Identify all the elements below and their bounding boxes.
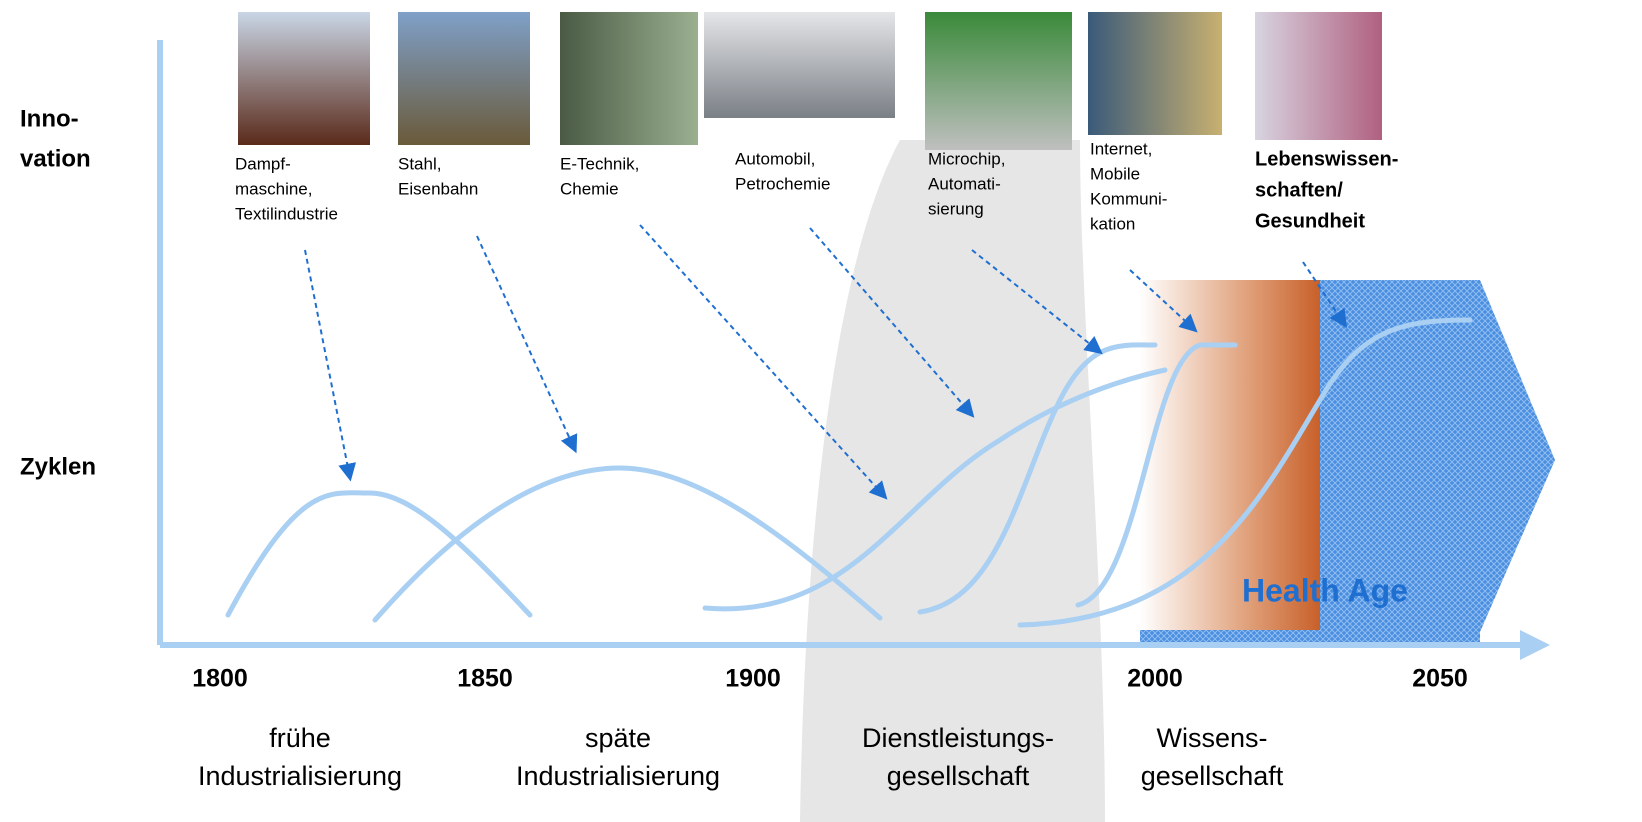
innovation-label: sierung bbox=[928, 199, 984, 218]
image bbox=[560, 12, 698, 145]
diagram: Inno- vation Zyklen Dampf-maschine, Texti… bbox=[0, 0, 1642, 822]
innovation-labels: Dampf-maschine, Textilindustrie Stahl, Eise… bbox=[235, 139, 1398, 233]
era-label: Wissens- bbox=[1156, 723, 1267, 753]
innovation-label: Automati- bbox=[928, 174, 1001, 193]
innovation-label: Automobil, bbox=[735, 149, 815, 168]
innovation-label: Dampf- bbox=[235, 154, 291, 173]
innovation-label: Mobile bbox=[1090, 164, 1140, 183]
era-label: gesellschaft bbox=[1141, 761, 1284, 791]
innovation-label: Petrochemie bbox=[735, 174, 830, 193]
pointer-arrow bbox=[477, 236, 575, 450]
image bbox=[704, 12, 895, 118]
image bbox=[925, 12, 1072, 150]
innovation-label: kation bbox=[1090, 214, 1135, 233]
innovation-label: Textilindustrie bbox=[235, 204, 338, 223]
cycle-curve bbox=[228, 493, 530, 615]
era-label: späte bbox=[585, 723, 651, 753]
image bbox=[398, 12, 530, 145]
innovation-label: Lebenswissen- bbox=[1255, 148, 1398, 170]
year-label: 2000 bbox=[1127, 665, 1183, 693]
era-label: Industrialisierung bbox=[198, 761, 402, 791]
axis-label: vation bbox=[20, 145, 91, 172]
innovation-label: E-Technik, bbox=[560, 154, 639, 173]
era-labels: frühe Industrialisierung späte Industrialis… bbox=[198, 723, 1284, 791]
innovation-label: Stahl, bbox=[398, 154, 441, 173]
era-label: gesellschaft bbox=[887, 761, 1030, 791]
health-strip bbox=[1140, 630, 1480, 642]
image bbox=[238, 12, 370, 145]
image bbox=[1088, 12, 1222, 135]
highlight-label: Health Age bbox=[1242, 572, 1408, 608]
pointer-arrow bbox=[305, 250, 350, 478]
innovation-label: Chemie bbox=[560, 179, 619, 198]
year-label: 1850 bbox=[457, 665, 513, 693]
x-axis-arrow bbox=[1520, 630, 1550, 660]
innovation-label: Internet, bbox=[1090, 139, 1152, 158]
innovation-label: Microchip, bbox=[928, 149, 1005, 168]
innovation-label: Kommuni- bbox=[1090, 189, 1167, 208]
year-label: 1800 bbox=[192, 665, 248, 693]
innovation-label: maschine, bbox=[235, 179, 312, 198]
axis-label: Inno- bbox=[20, 105, 79, 132]
era-label: Industrialisierung bbox=[516, 761, 720, 791]
era-label: frühe bbox=[269, 723, 331, 753]
year-label: 2050 bbox=[1412, 665, 1468, 693]
era-label: Dienstleistungs- bbox=[862, 723, 1054, 753]
image bbox=[1255, 12, 1382, 140]
innovation-label: schaften/ bbox=[1255, 179, 1343, 201]
innovation-label: Eisenbahn bbox=[398, 179, 478, 198]
innovation-label: Gesundheit bbox=[1255, 210, 1365, 232]
year-label: 1900 bbox=[725, 665, 781, 693]
images bbox=[238, 12, 1382, 150]
cycle-curve bbox=[375, 468, 880, 620]
era-band bbox=[800, 140, 1105, 822]
axis-label: Zyklen bbox=[20, 453, 96, 480]
